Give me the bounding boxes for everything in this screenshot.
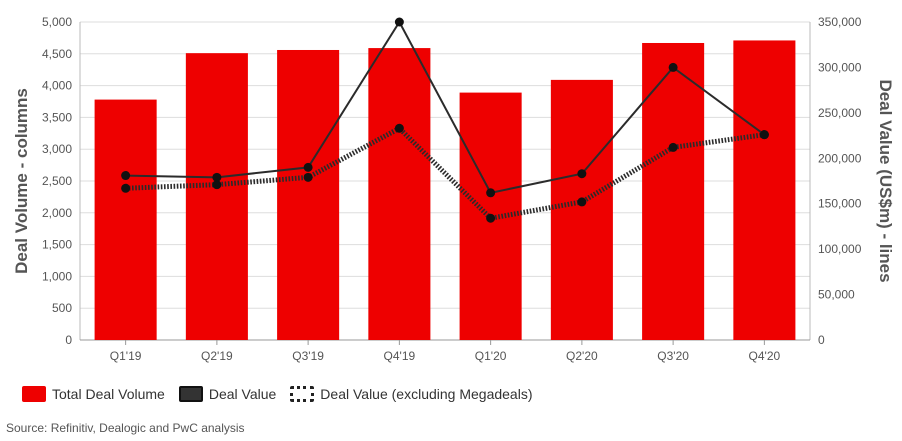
legend: Total Deal Volume Deal Value Deal Value …: [22, 386, 547, 402]
legend-label: Total Deal Volume: [52, 386, 165, 402]
bar: [185, 53, 248, 340]
deal-value-point: [303, 162, 313, 172]
bar: [368, 48, 431, 341]
deal-value-point: [759, 130, 769, 140]
legend-label: Deal Value (excluding Megadeals): [320, 386, 533, 402]
x-tick-label: Q3'19: [292, 349, 324, 363]
y-right-tick-label: 200,000: [818, 151, 862, 165]
legend-item-total-deal-volume[interactable]: Total Deal Volume: [22, 386, 165, 402]
y-right-tick-label: 350,000: [818, 15, 862, 29]
deal-value-line: [125, 20, 765, 194]
y-axis-title-left: Deal Volume - columns: [12, 88, 31, 274]
bar: [94, 99, 157, 340]
chart: 0 500 1,000 1,500 2,000 2,500 3,000 3,500 4,000 4…: [12, 15, 895, 363]
deal-value-excl-megadeals-point: [668, 142, 678, 152]
y-tick-label: 5,000: [42, 15, 72, 29]
deal-value-point: [486, 188, 496, 198]
deal-value-excl-megadeals-point: [486, 213, 496, 223]
deal-value-excl-megadeals-point: [303, 172, 313, 182]
bar: [733, 40, 796, 340]
y-tick-label: 1,000: [42, 269, 72, 283]
deal-value-excl-megadeals-point: [577, 197, 587, 207]
x-tick-label: Q4'20: [749, 349, 781, 363]
deal-value-excl-megadeals-point: [121, 183, 131, 193]
y-right-tick-label: 250,000: [818, 106, 862, 120]
y-tick-label: 4,500: [42, 47, 72, 61]
y-right-tick-label: 300,000: [818, 60, 862, 74]
y-axis-title-right: Deal Value (US$m) - lines: [876, 79, 895, 282]
y-tick-label: 3,000: [42, 142, 72, 156]
x-tick-label: Q1'20: [475, 349, 507, 363]
deal-value-point: [577, 169, 587, 179]
y-tick-label: 500: [52, 301, 72, 315]
y-right-tick-label: 50,000: [818, 288, 855, 302]
bar: [277, 49, 340, 340]
x-tick-label: Q1'19: [110, 349, 142, 363]
legend-label: Deal Value: [208, 386, 277, 402]
legend-swatch-bar: [22, 386, 46, 402]
x-tick-label: Q2'19: [201, 349, 233, 363]
legend-item-deal-value[interactable]: Deal Value: [178, 386, 277, 402]
bar: [642, 42, 705, 340]
bar: [550, 79, 613, 340]
y-right-tick-label: 150,000: [818, 197, 862, 211]
legend-swatch-line: [178, 386, 203, 402]
deal-value-point: [668, 62, 678, 72]
y-tick-label: 2,500: [42, 174, 72, 188]
x-tick-label: Q3'20: [657, 349, 689, 363]
deal-value-excl-megadeals-point: [394, 123, 404, 133]
deal-value-point: [212, 172, 222, 182]
x-tick-label: Q2'20: [566, 349, 598, 363]
legend-item-deal-value-excluding-megadeals[interactable]: Deal Value (excluding Megadeals): [290, 386, 533, 402]
deal-value-point: [394, 17, 404, 27]
y-tick-label: 3,500: [42, 110, 72, 124]
y-right-tick-label: 100,000: [818, 242, 862, 256]
y-tick-label: 0: [65, 333, 72, 347]
source-note: Source: Refinitiv, Dealogic and PwC anal…: [6, 421, 245, 435]
deal-value-excl-megadeals-point: [212, 180, 222, 190]
deal-value-point: [121, 171, 131, 181]
y-tick-label: 2,000: [42, 206, 72, 220]
y-right-tick-label: 0: [818, 333, 825, 347]
y-tick-label: 4,000: [42, 79, 72, 93]
deal-value-excl-megadeals-line: [125, 125, 765, 221]
y-tick-label: 1,500: [42, 238, 72, 252]
legend-swatch-dotted: [290, 386, 315, 402]
x-tick-label: Q4'19: [384, 349, 416, 363]
